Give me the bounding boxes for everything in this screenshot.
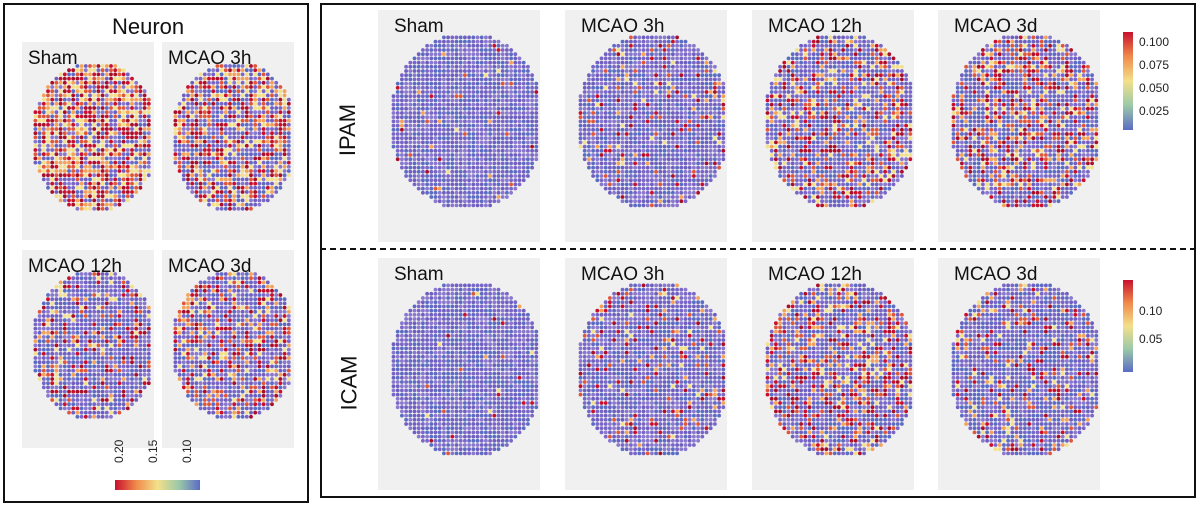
icam-panel-sham: Sham xyxy=(378,258,540,490)
colorbar-tick: 0.10 xyxy=(1139,304,1163,318)
colorbar-tick: 0.025 xyxy=(1139,104,1170,118)
brain-section-image xyxy=(765,283,913,456)
row-label-ipam: IPAM xyxy=(335,103,361,157)
brain-section-image xyxy=(578,35,726,208)
brain-section-image xyxy=(391,35,539,208)
colorbar-tick: 0.15 xyxy=(146,439,160,463)
colorbar-tick: 0.050 xyxy=(1139,81,1170,95)
panel-label: Sham xyxy=(394,16,444,37)
brain-section-image xyxy=(391,283,539,456)
panel-label: MCAO 3d xyxy=(168,256,252,277)
colorbar-tick: 0.20 xyxy=(112,439,126,463)
ipam-panel-sham: Sham xyxy=(378,10,540,242)
panel-label: Sham xyxy=(394,264,444,285)
panel-label: MCAO 12h xyxy=(28,256,122,277)
ipam-colorbar xyxy=(1123,32,1133,130)
brain-section-image xyxy=(33,272,151,419)
neuron-panel-mcao3h: MCAO 3h xyxy=(162,42,294,240)
ipam-panel-mcao3h: MCAO 3h xyxy=(565,10,727,242)
neuron-colorbar xyxy=(115,480,200,490)
icam-colorbar xyxy=(1123,280,1133,372)
panel-label: MCAO 3d xyxy=(954,264,1038,285)
panel-label: MCAO 3h xyxy=(581,16,665,37)
brain-section-image xyxy=(951,283,1099,456)
panel-label: MCAO 3h xyxy=(581,264,665,285)
neuron-panel-mcao3d: MCAO 3d xyxy=(162,250,294,448)
row-divider xyxy=(320,248,1196,250)
icam-panel-mcao3h: MCAO 3h xyxy=(565,258,727,490)
colorbar-tick: 0.075 xyxy=(1139,58,1170,72)
brain-section-image xyxy=(578,283,726,456)
ipam-panel-mcao12h: MCAO 12h xyxy=(752,10,914,242)
neuron-title: Neuron xyxy=(112,14,185,39)
colorbar-tick: 0.10 xyxy=(180,439,194,463)
brain-section-image xyxy=(173,64,291,211)
neuron-panel-sham: Sham xyxy=(22,42,154,240)
panel-label: MCAO 3d xyxy=(954,16,1038,37)
icam-panel-mcao3d: MCAO 3d xyxy=(938,258,1100,490)
brain-section-image xyxy=(951,35,1099,208)
neuron-panel-mcao12h: MCAO 12h xyxy=(22,250,154,448)
panel-label: Sham xyxy=(28,48,78,69)
panel-label: MCAO 12h xyxy=(768,16,862,37)
brain-section-image xyxy=(765,35,913,208)
brain-section-image xyxy=(173,272,291,419)
panel-label: MCAO 3h xyxy=(168,48,252,69)
panel-label: MCAO 12h xyxy=(768,264,862,285)
icam-panel-mcao12h: MCAO 12h xyxy=(752,258,914,490)
row-label-icam: ICAM xyxy=(336,355,362,411)
colorbar-tick: 0.100 xyxy=(1139,35,1170,49)
ipam-panel-mcao3d: MCAO 3d xyxy=(938,10,1100,242)
brain-section-image xyxy=(33,64,151,211)
colorbar-tick: 0.05 xyxy=(1139,332,1163,346)
